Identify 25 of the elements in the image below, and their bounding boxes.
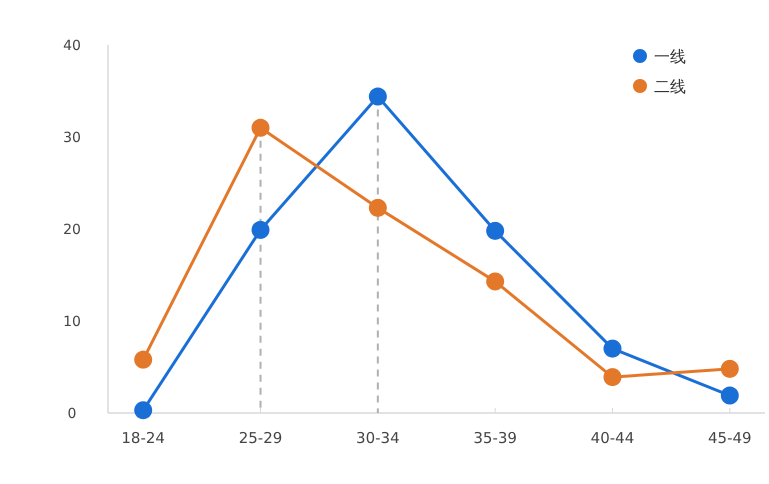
y-tick-label: 10 [63, 314, 81, 330]
point [134, 401, 152, 420]
point [603, 340, 622, 358]
point [720, 386, 739, 405]
x-tick-label: 40-44 [590, 429, 634, 447]
point [486, 272, 504, 290]
y-tick-label: 20 [63, 222, 81, 238]
point [252, 118, 270, 137]
x-tick-label: 35-39 [473, 429, 517, 447]
y-tick-label: 40 [63, 38, 81, 54]
x-tick-label: 45-49 [708, 429, 752, 447]
legend-label: 一线 [654, 47, 686, 66]
point [720, 360, 739, 378]
point [252, 220, 270, 239]
legend-label: 二线 [654, 77, 686, 96]
x-tick-label: 30-34 [356, 429, 400, 447]
point [486, 222, 504, 240]
point [368, 198, 387, 217]
point [368, 88, 387, 106]
x-tick-label: 25-29 [238, 429, 282, 447]
y-tick-label: 0 [68, 406, 76, 422]
y-tick-label: 30 [63, 130, 81, 146]
point [603, 368, 622, 386]
point [134, 350, 152, 369]
x-tick-label: 18-24 [121, 429, 165, 447]
